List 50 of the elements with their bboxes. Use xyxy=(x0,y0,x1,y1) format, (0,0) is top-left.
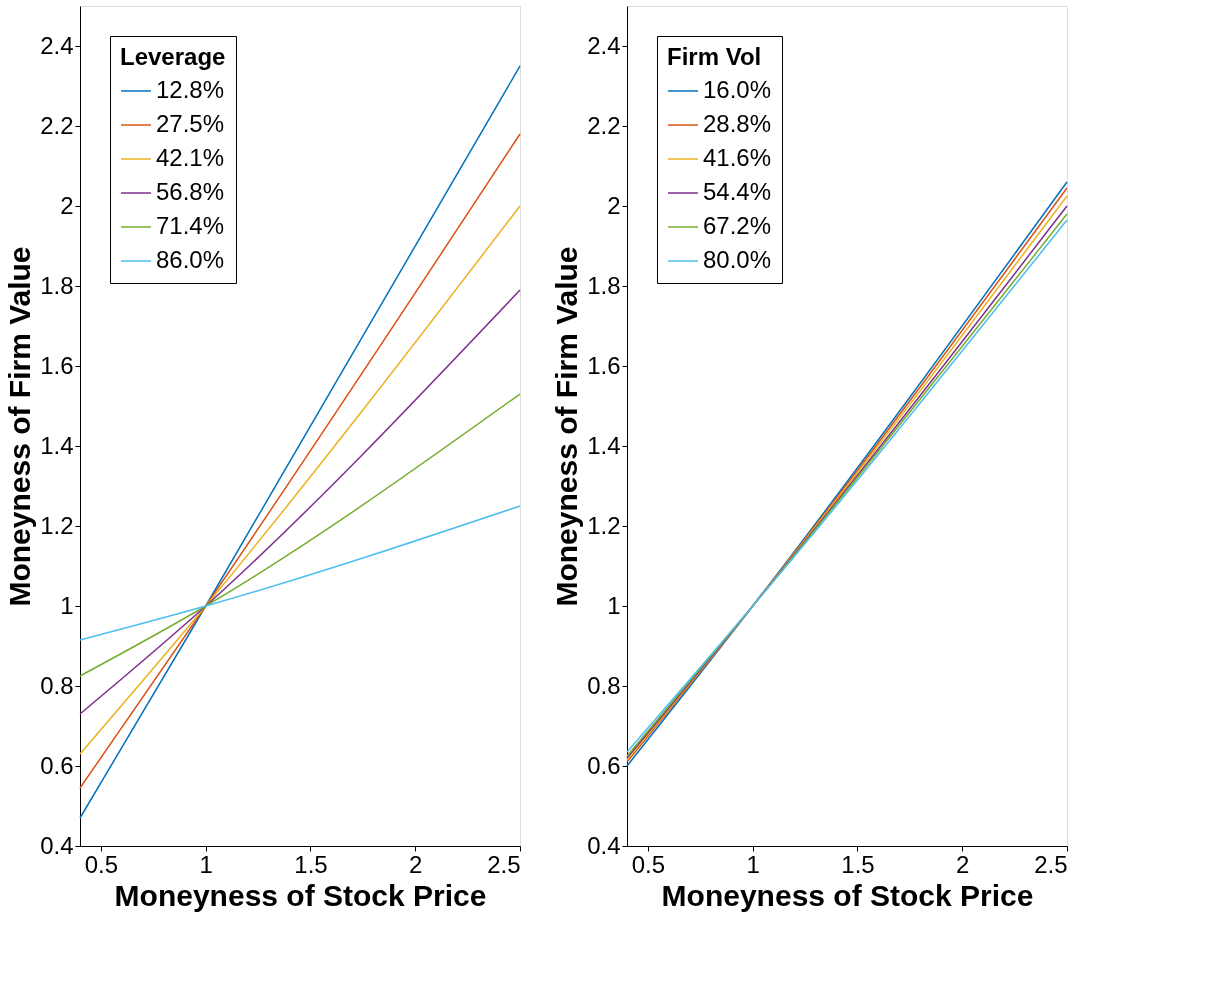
legend-title: Firm Vol xyxy=(667,43,762,70)
y-axis-title: Moneyness of Firm Value xyxy=(550,246,584,607)
y-tick-label: 0.8 xyxy=(587,671,621,699)
y-tick-label: 1 xyxy=(60,591,74,619)
y-tick-label: 2.4 xyxy=(40,31,74,59)
x-tick-label: 1 xyxy=(746,850,760,878)
y-tick-label: 0.6 xyxy=(587,751,621,779)
x-tick-label: 1.5 xyxy=(841,850,875,878)
y-tick-label: 2.4 xyxy=(587,31,621,59)
y-tick-label: 0.4 xyxy=(587,831,621,859)
legend-label: 80.0% xyxy=(703,246,772,273)
y-tick-label: 1.2 xyxy=(587,511,621,539)
y-tick-label: 1.4 xyxy=(40,431,74,459)
legend-title: Leverage xyxy=(120,43,226,70)
legend-label: 16.0% xyxy=(703,76,772,103)
x-axis-title: Moneyness of Stock Price xyxy=(114,878,487,912)
y-tick-label: 1.2 xyxy=(40,511,74,539)
x-tick-label: 2 xyxy=(409,850,423,878)
y-tick-label: 1.6 xyxy=(587,351,621,379)
legend-label: 86.0% xyxy=(156,246,225,273)
legend-label: 28.8% xyxy=(703,110,772,137)
y-tick-label: 2.2 xyxy=(40,111,74,139)
x-tick-label: 1 xyxy=(199,850,213,878)
y-tick-label: 1.8 xyxy=(40,271,74,299)
y-tick-label: 2 xyxy=(60,191,74,219)
y-tick-label: 2 xyxy=(607,191,621,219)
y-tick-label: 1 xyxy=(607,591,621,619)
legend-label: 12.8% xyxy=(156,76,225,103)
y-tick-label: 1.6 xyxy=(40,351,74,379)
legend-label: 42.1% xyxy=(156,144,225,171)
legend-label: 54.4% xyxy=(703,178,772,205)
legend-label: 27.5% xyxy=(156,110,225,137)
x-tick-label: 1.5 xyxy=(294,850,328,878)
y-tick-label: 2.2 xyxy=(587,111,621,139)
y-tick-label: 0.6 xyxy=(40,751,74,779)
legend-label: 71.4% xyxy=(156,212,225,239)
y-tick-label: 1.4 xyxy=(587,431,621,459)
y-tick-label: 0.8 xyxy=(40,671,74,699)
y-tick-label: 1.8 xyxy=(587,271,621,299)
x-axis-title: Moneyness of Stock Price xyxy=(661,878,1034,912)
legend-label: 56.8% xyxy=(156,178,225,205)
x-tick-label: 0.5 xyxy=(631,850,666,878)
y-tick-label: 0.4 xyxy=(40,831,74,859)
y-axis-title: Moneyness of Firm Value xyxy=(3,246,37,607)
x-tick-label: 2.5 xyxy=(487,850,521,878)
x-tick-label: 2.5 xyxy=(1034,850,1068,878)
x-tick-label: 2 xyxy=(956,850,970,878)
x-tick-label: 0.5 xyxy=(84,850,119,878)
legend-label: 41.6% xyxy=(703,144,772,171)
legend-label: 67.2% xyxy=(703,212,772,239)
